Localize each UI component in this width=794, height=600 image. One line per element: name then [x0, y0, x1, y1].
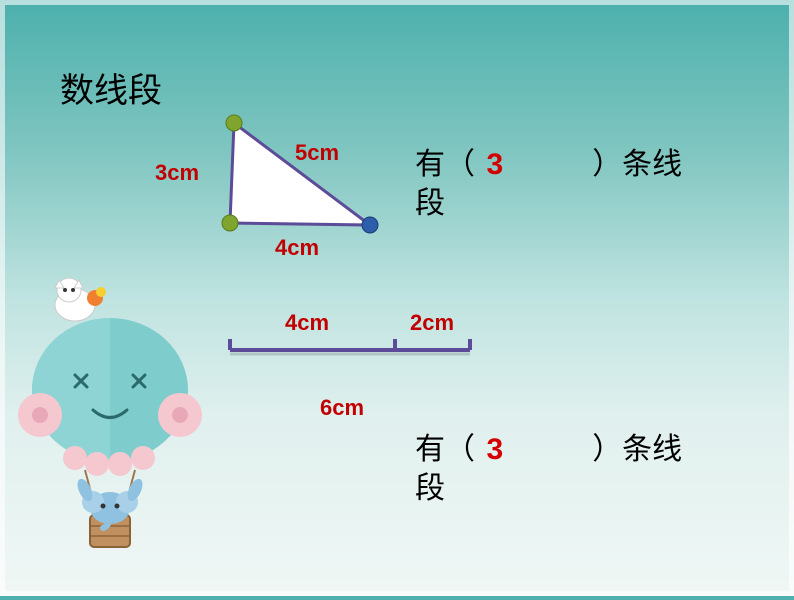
q1-suffix: ）条线: [592, 148, 682, 181]
q2-line2: 段: [415, 472, 445, 505]
question-1: 有（ 3 ）条线 段: [415, 145, 682, 223]
line-segment-figure: [225, 335, 475, 365]
seg-label-a: 4cm: [285, 310, 329, 336]
q2-prefix: 有（: [415, 433, 475, 466]
seg-label-total: 6cm: [320, 395, 364, 421]
balloon-icon: [18, 318, 202, 515]
q2-suffix: ）条线: [592, 433, 682, 466]
q1-line2: 段: [415, 187, 445, 220]
q1-prefix: 有（: [415, 148, 475, 181]
question-2: 有（ 3 ）条线 段: [415, 430, 682, 508]
page-title: 数线段: [60, 63, 162, 112]
triangle-left-label: 3cm: [155, 160, 199, 186]
q2-answer: 3: [487, 433, 504, 466]
balloon-decoration: [15, 270, 225, 600]
triangle-figure: [200, 105, 400, 250]
cat-icon: [55, 278, 106, 321]
triangle-right-label: 5cm: [295, 140, 339, 166]
q1-answer: 3: [487, 148, 504, 181]
triangle-bottom-label: 4cm: [275, 235, 319, 261]
elephant-icon: [74, 477, 145, 528]
seg-label-b: 2cm: [410, 310, 454, 336]
